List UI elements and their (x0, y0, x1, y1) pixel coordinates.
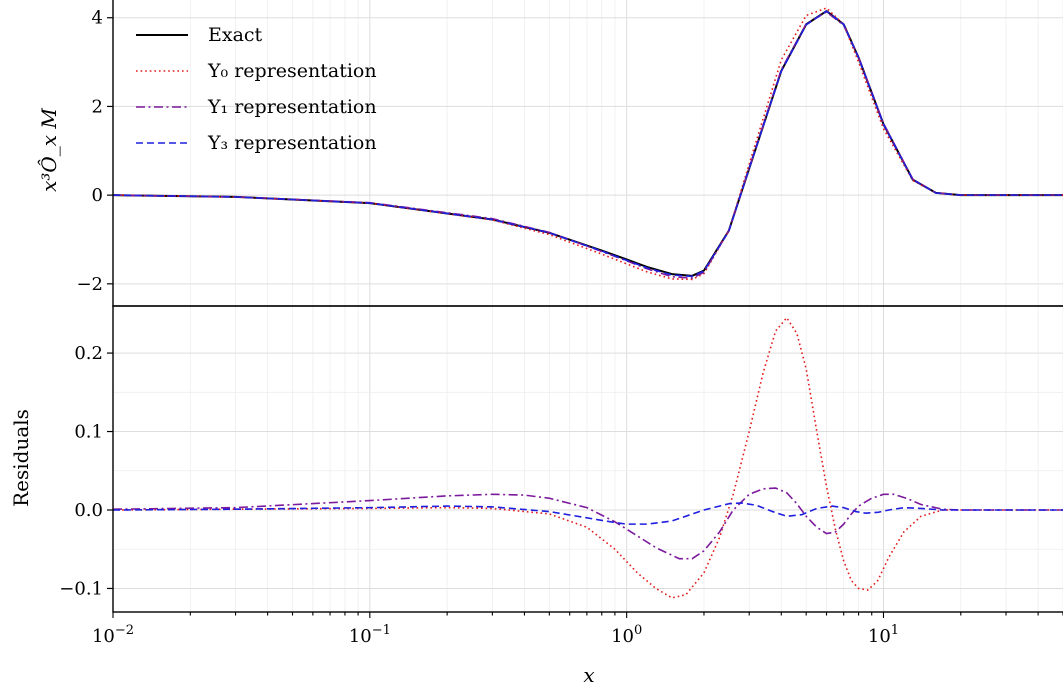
top-y-axis-label: x³Ô_x M (36, 108, 61, 192)
xtick-label: 100 (611, 623, 642, 647)
xtick-label: 10−1 (349, 623, 391, 647)
top-ytick-label: 0 (92, 185, 103, 206)
top-ytick-label: 4 (92, 8, 103, 29)
bottom-series-line-1 (112, 487, 1063, 560)
bottom-panel-frame (112, 305, 1063, 613)
top-ytick-label: 2 (92, 96, 103, 117)
xtick-label: 101 (868, 623, 899, 647)
top-panel-grid (112, 0, 1063, 306)
legend: Exact Y₀ representation Y₁ representation Y… (136, 24, 377, 154)
bottom-panel-grid (112, 306, 1063, 612)
legend-label: Exact (208, 24, 263, 46)
bottom-panel-series (112, 316, 1063, 599)
x-axis-label: x (583, 663, 594, 687)
legend-label: Y₀ representation (207, 60, 377, 82)
bottom-y-axis-label: Residuals (9, 409, 33, 507)
top-ytick-label: −2 (76, 274, 103, 295)
bottom-series-line-0 (112, 316, 1063, 599)
xtick-label: 10−2 (92, 623, 134, 647)
bottom-series-line-2 (112, 502, 1063, 525)
x-axis: 10−2 10−1 100 101 (92, 612, 1063, 647)
legend-label: Y₃ representation (207, 132, 377, 154)
bottom-ytick-label: 0.2 (74, 343, 103, 364)
bottom-ytick-label: 0.1 (74, 422, 103, 443)
bottom-panel-yaxis: −0.1 0.0 0.1 0.2 (59, 343, 113, 599)
top-panel-yaxis: −2 0 2 4 (76, 8, 113, 295)
legend-label: Y₁ representation (207, 96, 377, 118)
bottom-ytick-label: −0.1 (59, 578, 103, 599)
bottom-ytick-label: 0.0 (74, 500, 103, 521)
top-series-line-3 (112, 10, 1063, 278)
top-panel-series (112, 7, 1063, 281)
